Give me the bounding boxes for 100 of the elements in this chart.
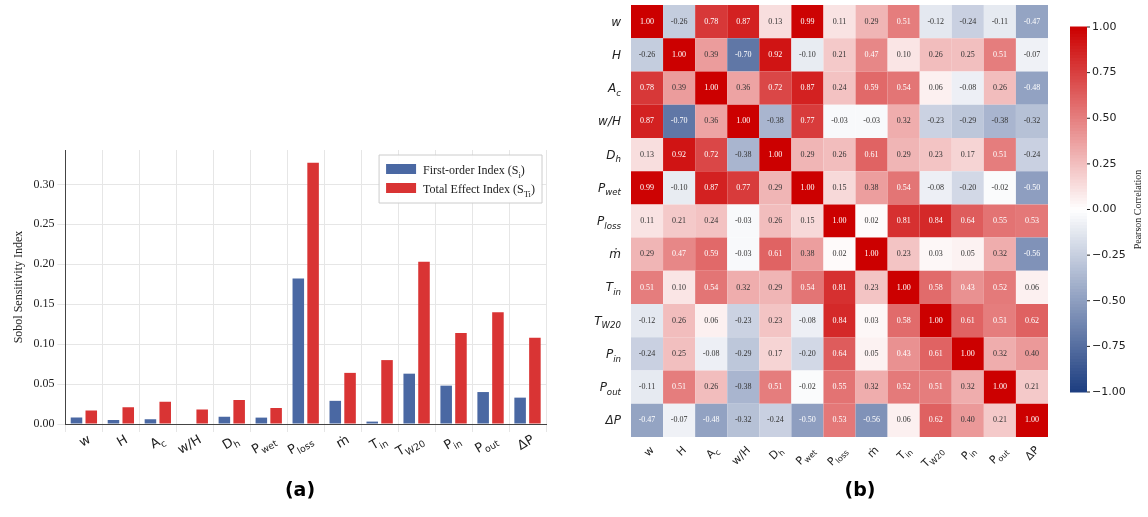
data-label: 1.00	[864, 249, 879, 259]
data-label: 0.25	[672, 349, 687, 359]
bar	[85, 410, 98, 424]
data-label: 0.06	[928, 83, 943, 93]
data-label: 1.00	[832, 216, 847, 226]
color-bar-title: Pearson Correlation	[1131, 169, 1143, 250]
data-label: 0.15	[800, 216, 815, 226]
x-tick-label: ΔP	[514, 431, 537, 453]
data-label: 0.26	[832, 149, 847, 159]
x-tick-label: Pwet	[248, 437, 280, 457]
data-label: 0.36	[704, 116, 719, 126]
data-label: 0.32	[992, 349, 1007, 359]
data-label: 0.21	[1024, 382, 1039, 392]
bar	[403, 373, 415, 424]
data-label: 1.00	[992, 382, 1007, 392]
data-label: 1.00	[896, 282, 911, 292]
color-bar-label: −1.00	[1092, 384, 1126, 398]
data-label: 0.26	[768, 216, 783, 226]
data-label: 0.78	[640, 83, 655, 93]
color-bar-label: 1.00	[1092, 19, 1117, 33]
x-tick-label: w/H	[729, 443, 754, 468]
data-label: 0.15	[832, 182, 847, 192]
bar	[440, 385, 452, 424]
data-label: -0.24	[767, 415, 784, 425]
data-label: 0.51	[992, 149, 1007, 159]
x-tick-label: Ploss	[284, 437, 317, 458]
data-label: 0.62	[928, 415, 943, 425]
data-label: 0.29	[896, 149, 911, 159]
data-label: 0.32	[960, 382, 975, 392]
data-label: 0.99	[800, 16, 815, 26]
data-label: 0.23	[928, 149, 943, 159]
data-label: 0.72	[704, 149, 719, 159]
data-label: 1.00	[1024, 415, 1039, 425]
y-tick-label: 0.05	[33, 376, 55, 391]
data-label: 0.26	[992, 83, 1007, 93]
y-tick-label: H	[611, 47, 622, 62]
data-label: -0.07	[1023, 49, 1041, 59]
data-label: 0.39	[672, 83, 687, 93]
data-label: 1.00	[960, 349, 975, 359]
data-label: 0.81	[832, 282, 847, 292]
data-label: 1.00	[640, 16, 655, 26]
color-bar-label: 0.75	[1092, 65, 1117, 79]
data-label: 0.78	[704, 16, 719, 26]
y-tick-label: w/H	[598, 114, 622, 129]
data-label: 1.00	[800, 182, 815, 192]
data-label: 0.61	[960, 315, 975, 325]
data-label: 0.84	[832, 315, 847, 325]
data-label: 0.72	[768, 83, 783, 93]
data-label: 0.51	[896, 16, 911, 26]
data-label: 0.61	[928, 349, 943, 359]
data-label: -0.26	[670, 16, 688, 26]
data-label: 0.55	[992, 216, 1007, 226]
data-label: -0.23	[927, 116, 945, 126]
bar	[233, 400, 245, 424]
data-label: 0.81	[896, 216, 911, 226]
data-label: 0.26	[672, 315, 687, 325]
data-label: 0.87	[704, 182, 719, 192]
data-label: 0.10	[896, 49, 911, 59]
data-label: 0.54	[896, 83, 911, 93]
data-label: 0.23	[864, 282, 879, 292]
x-tick-label: Pout	[472, 437, 502, 456]
bar	[514, 397, 526, 424]
data-label: 0.52	[896, 382, 911, 392]
bar	[70, 417, 83, 424]
data-label: 0.06	[1024, 282, 1039, 292]
text: (a)	[283, 478, 317, 500]
x-tick-label: w	[76, 431, 94, 450]
y-tick-label: 0.15	[33, 296, 55, 311]
bar	[270, 408, 282, 424]
data-label: 0.32	[896, 116, 911, 126]
data-label: 0.77	[736, 182, 751, 192]
data-label: 0.17	[768, 349, 783, 359]
y-tick-label: ΔP	[604, 413, 622, 428]
data-label: 0.17	[960, 149, 975, 159]
data-label: 0.06	[704, 315, 719, 325]
bar	[292, 278, 305, 424]
x-tick-label: Dh	[219, 434, 243, 453]
x-tick-label: w	[641, 443, 657, 460]
data-label: -0.48	[1023, 83, 1041, 93]
data-label: 0.54	[704, 282, 719, 292]
bar	[381, 360, 393, 424]
data-label: 1.00	[928, 315, 943, 325]
data-label: -0.29	[959, 116, 977, 126]
bar	[122, 407, 135, 424]
data-label: -0.38	[767, 116, 784, 126]
x-tick-label: ΔP	[1022, 443, 1042, 463]
y-tick-label: 0.00	[33, 416, 55, 431]
data-label: -0.50	[1023, 182, 1041, 192]
data-label: -0.23	[734, 315, 752, 325]
text: (b)	[843, 478, 877, 500]
bar	[159, 401, 171, 424]
data-label: 0.29	[800, 149, 815, 159]
data-label: 0.43	[896, 349, 911, 359]
data-label: 0.59	[864, 83, 879, 93]
data-label: 0.58	[896, 315, 911, 325]
data-label: -0.56	[1023, 249, 1041, 259]
color-bar-label: −0.25	[1092, 247, 1126, 261]
y-tick-label: w	[611, 14, 622, 29]
data-label: 0.99	[640, 182, 655, 192]
data-label: -0.70	[734, 49, 752, 59]
